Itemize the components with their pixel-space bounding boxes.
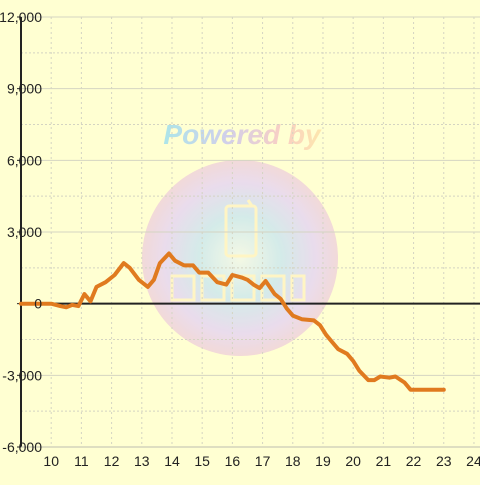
x-tick-label: 22	[406, 453, 422, 469]
x-tick-label: 21	[376, 453, 392, 469]
series-line	[19, 251, 446, 392]
axes	[17, 16, 480, 448]
watermark: Powered by	[142, 119, 338, 356]
x-tick-label: 13	[134, 453, 150, 469]
x-tick-label: 24	[466, 453, 480, 469]
watermark-phone-icon	[224, 199, 258, 258]
x-tick-label: 12	[104, 453, 120, 469]
x-tick-label: 23	[436, 453, 452, 469]
x-tick-label: 20	[345, 453, 361, 469]
series	[19, 251, 446, 392]
x-tick-label: 15	[194, 453, 210, 469]
x-tick-label: 11	[74, 453, 89, 469]
watermark-disc	[142, 160, 338, 356]
y-tick-label: 12,000	[0, 9, 42, 25]
watermark-text: Powered by	[163, 119, 322, 150]
y-tick-label: -3,000	[2, 367, 42, 383]
x-tick-label: 16	[225, 453, 241, 469]
y-tick-label: 3,000	[7, 224, 42, 240]
y-tick-label: -6,000	[2, 439, 42, 455]
y-tick-label: 0	[34, 296, 42, 312]
x-tick-label: 17	[255, 453, 271, 469]
x-tick-label: 18	[285, 453, 301, 469]
x-tick-label: 10	[43, 453, 59, 469]
x-tick-label: 19	[315, 453, 331, 469]
y-tick-label: 6,000	[7, 152, 42, 168]
x-tick-label: 14	[164, 453, 180, 469]
y-tick-label: 9,000	[7, 81, 42, 97]
